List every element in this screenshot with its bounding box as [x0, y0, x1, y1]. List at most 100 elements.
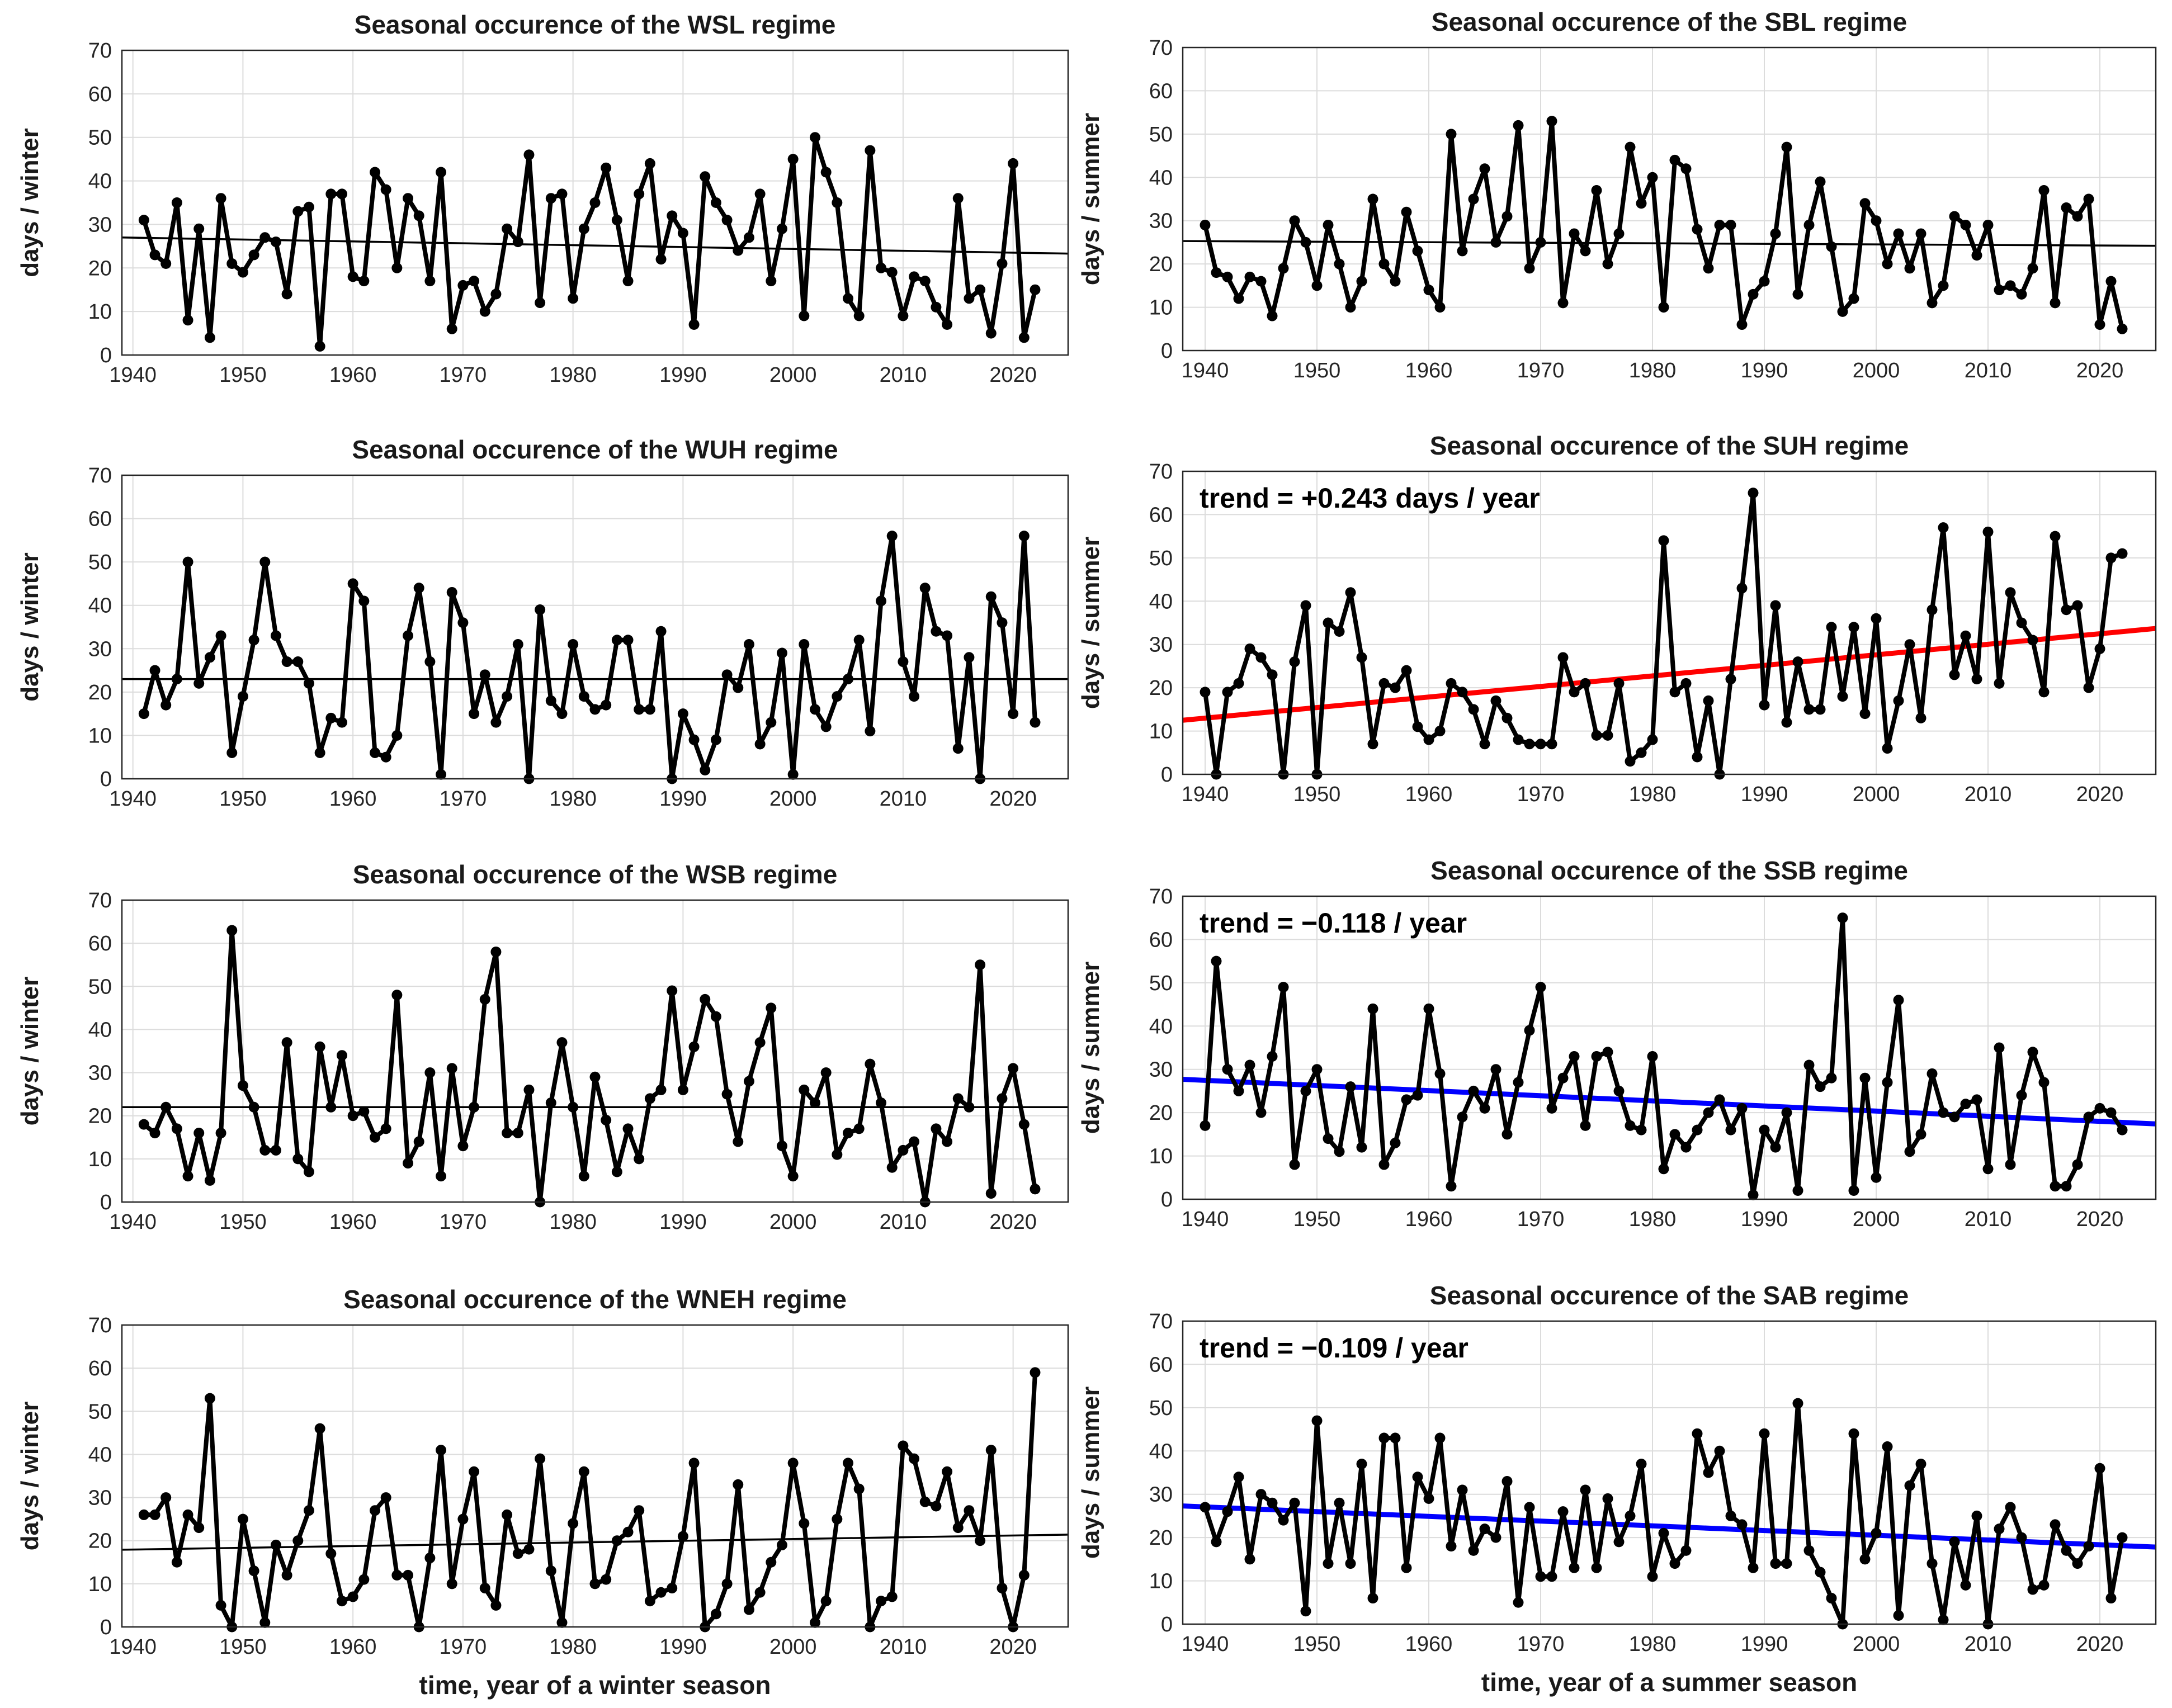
data-point: [644, 1093, 655, 1104]
x-tick-label: 1990: [659, 363, 707, 387]
data-point: [1255, 652, 1267, 663]
data-point: [1401, 1562, 1412, 1573]
data-point: [2083, 1541, 2094, 1552]
data-point: [721, 1578, 733, 1589]
data-point: [1468, 1085, 1479, 1096]
data-point: [391, 730, 403, 741]
data-point: [138, 1119, 149, 1130]
data-point: [688, 734, 700, 745]
data-point: [809, 132, 820, 143]
data-point: [171, 197, 182, 208]
data-point: [589, 197, 601, 208]
data-point: [1569, 687, 1580, 698]
data-point: [1267, 669, 1278, 680]
data-point: [370, 1132, 381, 1143]
y-axis-label: days / winter: [16, 977, 44, 1126]
data-point: [1446, 1181, 1457, 1192]
data-point: [1938, 1107, 1949, 1118]
data-point: [601, 699, 612, 711]
data-point: [2005, 1159, 2016, 1170]
data-point: [535, 297, 546, 309]
data-point: [1781, 1558, 1792, 1569]
data-point: [754, 1037, 766, 1048]
data-point: [1971, 674, 1982, 685]
data-point: [766, 1002, 777, 1014]
data-point: [1323, 1133, 1334, 1144]
data-point: [1680, 163, 1692, 174]
data-point: [358, 276, 370, 287]
data-point: [502, 1509, 513, 1520]
data-point: [2061, 1545, 2072, 1556]
data-point: [1479, 163, 1490, 174]
data-point: [1669, 1558, 1680, 1569]
trend-line: [1182, 1503, 2156, 1550]
data-point: [997, 258, 1008, 269]
data-point: [688, 1458, 700, 1469]
data-point: [1334, 1146, 1345, 1157]
data-point: [2050, 297, 2061, 309]
data-point: [1378, 258, 1390, 269]
data-point: [1803, 219, 1815, 230]
data-point: [391, 262, 403, 273]
data-point: [1748, 288, 1759, 300]
data-point: [1826, 622, 1837, 633]
data-point: [1815, 1081, 1826, 1092]
y-axis-label: days / summer: [1077, 537, 1104, 709]
data-point: [1680, 1545, 1692, 1556]
data-point: [138, 215, 149, 226]
y-tick-label: 70: [1149, 1310, 1173, 1333]
x-tick-label: 1960: [1405, 359, 1453, 382]
data-point: [1915, 228, 1927, 239]
data-point: [1367, 1003, 1378, 1014]
data-point: [391, 1569, 403, 1581]
data-point: [909, 691, 920, 702]
data-point: [358, 595, 370, 607]
series-line: [142, 928, 1037, 1204]
data-point: [502, 1128, 513, 1139]
data-point: [160, 699, 172, 711]
data-point: [204, 1393, 215, 1404]
data-point: [952, 1522, 964, 1534]
data-point: [1770, 600, 1781, 611]
data-point: [1289, 215, 1300, 226]
data-point: [2038, 185, 2050, 196]
data-point: [1871, 1527, 1882, 1539]
data-point: [347, 1591, 358, 1602]
data-point: [677, 708, 688, 720]
data-point: [490, 717, 502, 728]
x-axis-label: time, year of a winter season: [419, 1671, 771, 1700]
data-point: [964, 1505, 975, 1516]
data-point: [182, 1509, 193, 1520]
data-point: [876, 595, 887, 607]
data-point: [655, 254, 667, 265]
y-tick-label: 0: [100, 1616, 112, 1639]
data-point: [1030, 284, 1041, 295]
data-point: [2005, 280, 2016, 291]
x-tick-label: 2000: [1853, 783, 1900, 806]
data-point: [634, 188, 645, 200]
data-point: [1300, 600, 1311, 611]
x-tick-label: 2000: [769, 1635, 817, 1659]
data-point: [1669, 687, 1680, 698]
y-tick-label: 60: [1149, 928, 1173, 952]
data-point: [1591, 1562, 1602, 1573]
data-point: [2094, 1463, 2105, 1474]
data-point: [314, 1423, 325, 1434]
y-axis-label: days / summer: [1077, 113, 1104, 285]
x-tick-label: 1950: [1293, 1633, 1341, 1656]
data-point: [1960, 1579, 1971, 1591]
data-point: [358, 1574, 370, 1585]
data-point: [1714, 1445, 1725, 1456]
data-point: [611, 215, 622, 226]
data-point: [1915, 1129, 1927, 1140]
data-point: [964, 652, 975, 663]
x-tick-label: 1970: [440, 363, 487, 387]
data-point: [655, 626, 667, 637]
data-point: [1557, 297, 1569, 309]
data-point: [1669, 1129, 1680, 1140]
data-point: [1501, 712, 1513, 723]
data-point: [1736, 1519, 1748, 1530]
data-point: [1748, 1189, 1759, 1200]
data-point: [413, 210, 424, 221]
